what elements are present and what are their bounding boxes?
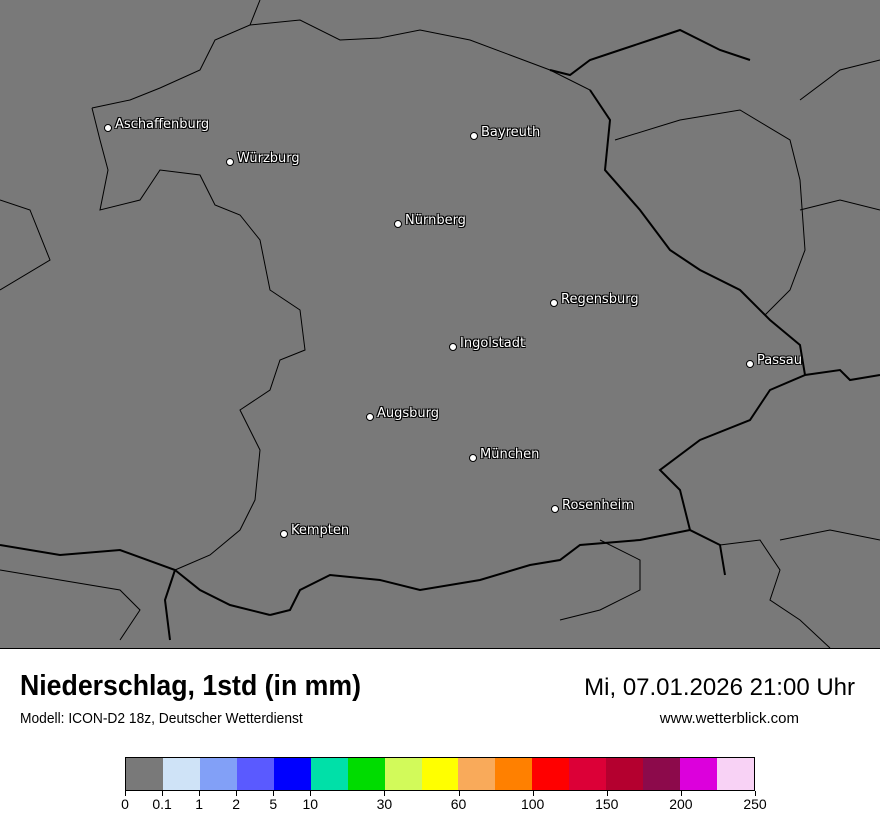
city-marker — [226, 158, 234, 166]
legend-tick-label: 200 — [669, 796, 693, 812]
map-title: Niederschlag, 1std (in mm) — [20, 670, 362, 702]
city-marker — [550, 299, 558, 307]
city-label: Würzburg — [237, 151, 300, 166]
city-label: Ingolstadt — [460, 336, 526, 351]
legend-tick-label: 1 — [195, 796, 204, 812]
legend-tick — [273, 791, 275, 796]
legend-swatch — [273, 758, 311, 790]
legend-tick — [680, 791, 682, 796]
city-marker — [366, 413, 374, 421]
city-label: Aschaffenburg — [115, 117, 210, 132]
city-marker — [449, 343, 457, 351]
legend-swatch — [717, 758, 754, 790]
legend-tick — [458, 791, 460, 796]
legend-swatch — [532, 758, 570, 790]
website-link[interactable]: www.wetterblick.com — [659, 710, 799, 727]
legend-tick-label: 2 — [232, 796, 241, 812]
legend-tick — [606, 791, 608, 796]
color-legend — [125, 757, 755, 791]
legend-tick — [755, 791, 756, 796]
legend-tick-label: 60 — [450, 796, 467, 812]
city-marker — [469, 454, 477, 462]
city-marker — [746, 360, 754, 368]
city-marker — [104, 124, 112, 132]
legend-tick — [310, 791, 312, 796]
country-border — [0, 28, 880, 641]
legend-tick — [532, 791, 534, 796]
legend-tick — [162, 791, 164, 796]
city-label: Regensburg — [561, 292, 639, 307]
legend-swatch — [643, 758, 681, 790]
legend-swatch — [126, 758, 163, 790]
legend-tick — [384, 791, 386, 796]
legend-swatch — [347, 758, 385, 790]
city-label: Augsburg — [377, 406, 440, 421]
precipitation-map: Aschaffenburg Würzburg Bayreuth Nürnberg Reg… — [0, 0, 880, 649]
city-label: Bayreuth — [481, 125, 541, 140]
borders — [0, 0, 880, 648]
legend-swatch — [199, 758, 237, 790]
forecast-datetime: Mi, 07.01.2026 21:00 Uhr — [584, 674, 855, 701]
region-borders — [0, 59, 880, 648]
legend-swatch — [569, 758, 607, 790]
legend-tick — [125, 791, 126, 796]
city-marker — [280, 530, 288, 538]
legend-tick-label: 250 — [743, 796, 767, 812]
legend-swatch — [606, 758, 644, 790]
city-label: Kempten — [291, 523, 350, 538]
city-label: Nürnberg — [405, 213, 466, 228]
legend-swatch — [384, 758, 422, 790]
legend-swatch — [495, 758, 533, 790]
legend-swatch — [680, 758, 717, 790]
legend-swatch — [421, 758, 459, 790]
legend-swatch — [162, 758, 200, 790]
legend-tick-label: 100 — [520, 796, 545, 812]
legend-tick-label: 10 — [302, 796, 319, 812]
legend-tick — [199, 791, 201, 796]
legend-tick-label: 5 — [269, 796, 278, 812]
legend-tick-label: 0.1 — [152, 796, 172, 812]
legend-swatch — [458, 758, 496, 790]
city-label: Passau — [757, 353, 802, 368]
city-label: Rosenheim — [562, 498, 634, 513]
legend-tick-label: 150 — [595, 796, 619, 812]
city-marker — [470, 132, 478, 140]
city-marker — [394, 220, 402, 228]
legend-swatch — [236, 758, 274, 790]
model-info: Modell: ICON-D2 18z, Deutscher Wetterdie… — [20, 710, 303, 727]
legend-swatch — [310, 758, 348, 790]
legend-tick — [236, 791, 238, 796]
legend-tick-label: 0 — [121, 796, 129, 812]
city-marker — [551, 505, 559, 513]
legend-tick-label: 30 — [376, 796, 393, 812]
city-label: München — [480, 447, 540, 462]
bavaria-border — [91, 0, 806, 616]
